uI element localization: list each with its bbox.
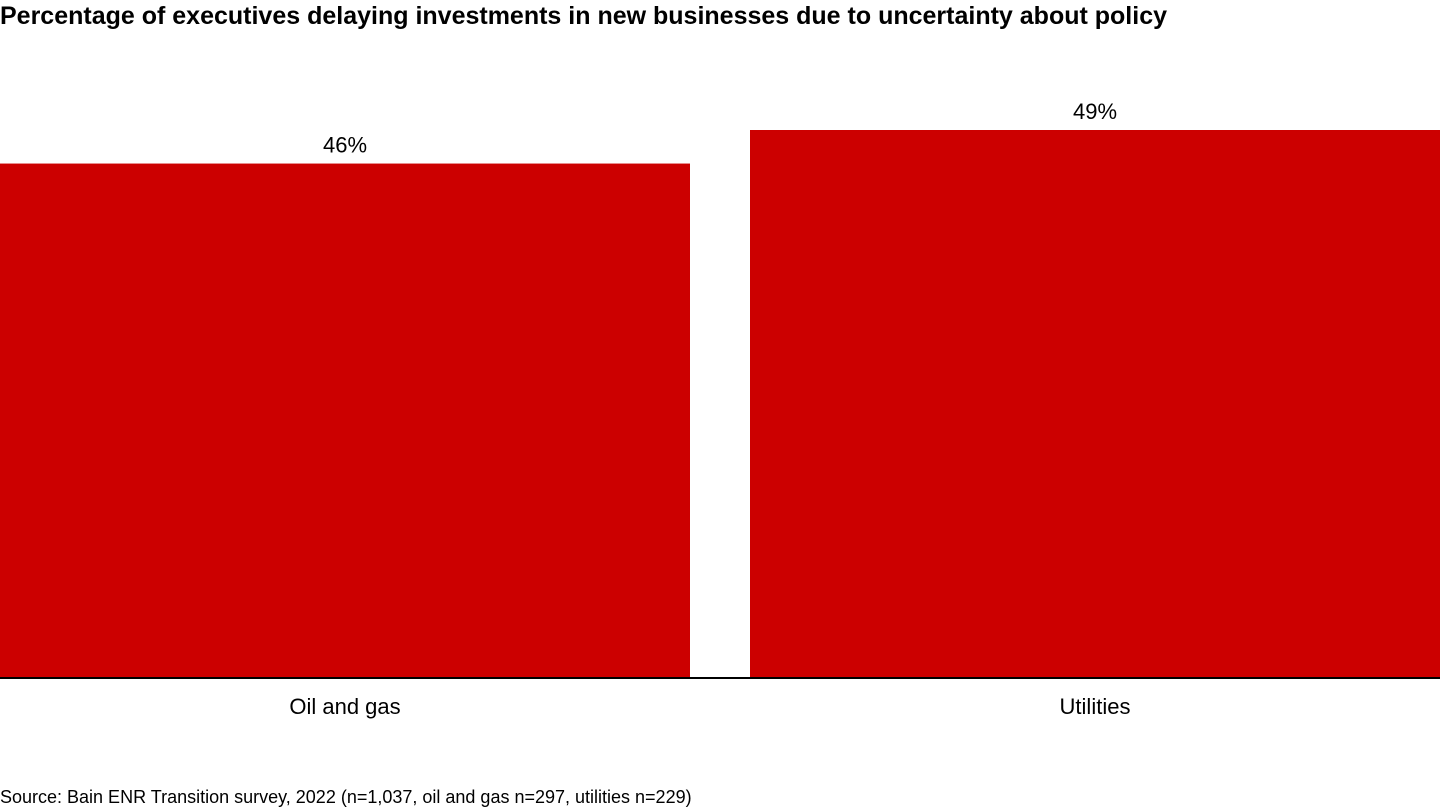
category-label: Oil and gas [289,694,400,719]
data-label: 49% [1073,99,1117,124]
source-note: Source: Bain ENR Transition survey, 2022… [0,787,692,807]
bar-oil-and-gas [0,163,690,678]
bar-chart: 46% 49% Oil and gas Utilities [0,99,1440,719]
category-label: Utilities [1060,694,1131,719]
category-labels-group: Oil and gas Utilities [289,694,1130,719]
bar-utilities [750,130,1440,678]
bars-group [0,130,1440,678]
data-labels-group: 46% 49% [323,99,1117,158]
data-label: 46% [323,133,367,158]
chart-title: Percentage of executives delaying invest… [0,2,1168,30]
